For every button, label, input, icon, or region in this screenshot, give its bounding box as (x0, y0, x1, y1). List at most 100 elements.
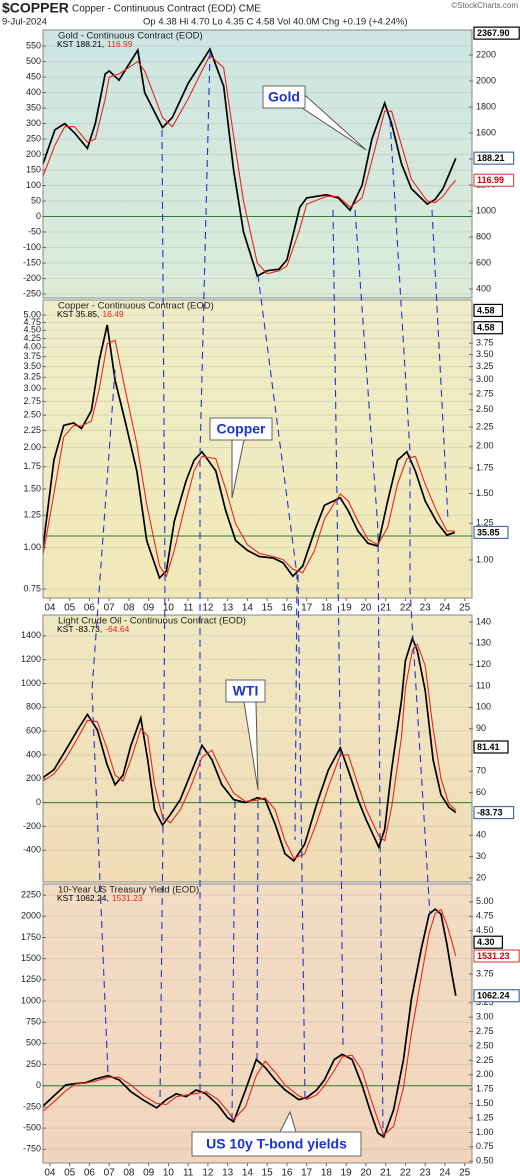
y2-tick-label: 600 (476, 257, 491, 267)
y2-tick-label: 3.25 (476, 361, 494, 371)
value-tag-box (473, 321, 503, 335)
y-tick-label: 100 (26, 180, 41, 190)
y2-tick-label: 1.00 (476, 554, 494, 564)
value-tag-box (473, 525, 509, 540)
y2-tick-label: 1.00 (476, 1127, 494, 1137)
y2-tick-label: 70 (476, 766, 486, 776)
x-tick-label: 16 (281, 1168, 293, 1176)
x-tick-label: 19 (341, 1168, 353, 1176)
legend-entry: -64.64 (105, 624, 129, 634)
x-tick-label: 04 (44, 603, 56, 614)
panel-frame (42, 614, 473, 883)
y-tick-label: 2.75 (23, 396, 41, 406)
y2-tick-label: 1.25 (476, 518, 494, 528)
annotation: Gold (268, 89, 300, 105)
x-tick-label: 10 (163, 603, 175, 614)
y-tick-label: 50 (31, 195, 41, 205)
value-tag-box (473, 740, 509, 754)
value-tag: 188.21 (477, 153, 505, 163)
y-tick-label: 250 (26, 133, 41, 143)
y-tick-label: 2.50 (23, 410, 41, 420)
value-tag: 4.58 (477, 305, 495, 315)
y2-tick-label: 2200 (476, 49, 496, 59)
y2-tick-label: 2.00 (476, 1069, 494, 1079)
panel: 550500450400350300250200150100500-50-100… (23, 26, 520, 299)
dashed-guide (257, 274, 298, 841)
value-tag-box (473, 151, 515, 165)
y2-tick-label: 5.00 (476, 896, 494, 906)
y-tick-label: -200 (23, 273, 41, 283)
panel: 5.004.754.504.254.003.753.503.253.002.75… (23, 299, 509, 614)
y2-tick-label: 800 (476, 231, 491, 241)
panel: 1400 1200 1000 800 600 400 200 0 -200 -400 140 130 1… (21, 614, 515, 883)
value-tag-box (473, 949, 520, 963)
y-tick-label: 1400 (21, 630, 41, 640)
y-tick-label: 2.25 (23, 425, 41, 435)
x-tick-label: 22 (400, 603, 412, 614)
y2-tick-label: 1600 (476, 127, 496, 137)
dashed-guide (332, 209, 344, 1051)
y-tick-label: 1000 (21, 678, 41, 688)
x-tick-label: 25 (459, 603, 471, 614)
y2-tick-label: 1.25 (476, 1112, 494, 1122)
y2-tick-label: 3.75 (476, 338, 494, 348)
value-tag: 1531.23 (477, 951, 510, 961)
y-tick-label: 200 (26, 773, 41, 783)
x-tick-label: 15 (262, 603, 274, 614)
y2-tick-label: 20 (476, 872, 486, 882)
panel-frame (42, 29, 473, 299)
y-tick-label: 3.50 (23, 361, 41, 371)
y2-tick-label: 140 (476, 616, 491, 626)
y-tick-label: 0 (36, 797, 41, 807)
panel-background (43, 300, 472, 598)
y2-tick-label: 3.75 (476, 968, 494, 978)
legend-entry: KST -83.73, (57, 624, 102, 634)
y-tick-label: 450 (26, 71, 41, 81)
x-tick-label: 21 (380, 603, 392, 614)
y-tick-label: 1000 (21, 995, 41, 1005)
symbol: $COPPER (2, 0, 69, 16)
x-tick-label: 05 (64, 603, 76, 614)
y2-tick-label: 30 (476, 851, 486, 861)
y2-tick-label: 3.00 (476, 1012, 494, 1022)
dashed-guide (354, 209, 384, 1136)
y-tick-label: 4.50 (23, 325, 41, 335)
legend-entry: KST 1062.24, (57, 893, 109, 903)
legend: KST 188.21, 116.99 (57, 39, 133, 49)
y-tick-label: 1.00 (23, 542, 41, 552)
kst-line (43, 47, 457, 278)
y2-tick-label: 2.75 (476, 1026, 494, 1036)
legend-entry: KST 188.21, (57, 39, 104, 49)
y-tick-label: -50 (28, 226, 41, 236)
annotations: Gold Copper WTI US 10y T-bond yields (191, 85, 362, 1157)
y2-tick-label: 400 (476, 283, 491, 293)
y2-tick-label: 4.75 (476, 911, 494, 921)
annotation-box (191, 1131, 362, 1157)
y-tick-label: 1.50 (23, 483, 41, 493)
x-tick-label: 22 (400, 1168, 412, 1176)
value-tag: 4.58 (477, 323, 495, 333)
panel-title: 10-Year US Treasury Yield (EOD) (58, 885, 199, 896)
y-tick-label: 200 (26, 149, 41, 159)
y-tick-label: 0 (36, 211, 41, 221)
panel-frame (42, 883, 473, 1164)
value-tag: 35.85 (477, 527, 500, 537)
x-tick-label: 25 (459, 1168, 471, 1176)
y-tick-label: 4.25 (23, 333, 41, 343)
panel-frame (42, 299, 473, 599)
x-tick-label: 07 (104, 603, 116, 614)
x-tick-label: 06 (84, 1168, 96, 1176)
kst-line (43, 339, 455, 578)
plot: 550500450400350300250200150100500-50-100… (21, 26, 520, 1176)
x-tick-label: 20 (360, 603, 372, 614)
y-tick-label: 3.00 (23, 383, 41, 393)
x-tick-label: 08 (123, 603, 135, 614)
y-tick-label: -200 (23, 821, 41, 831)
x-tick-label: 05 (64, 1168, 76, 1176)
dashed-guide (256, 799, 259, 1061)
y2-tick-label: 2000 (476, 75, 496, 85)
x-tick-label: 23 (420, 1168, 432, 1176)
kst-line (43, 54, 457, 275)
y-tick-label: 1750 (21, 932, 41, 942)
